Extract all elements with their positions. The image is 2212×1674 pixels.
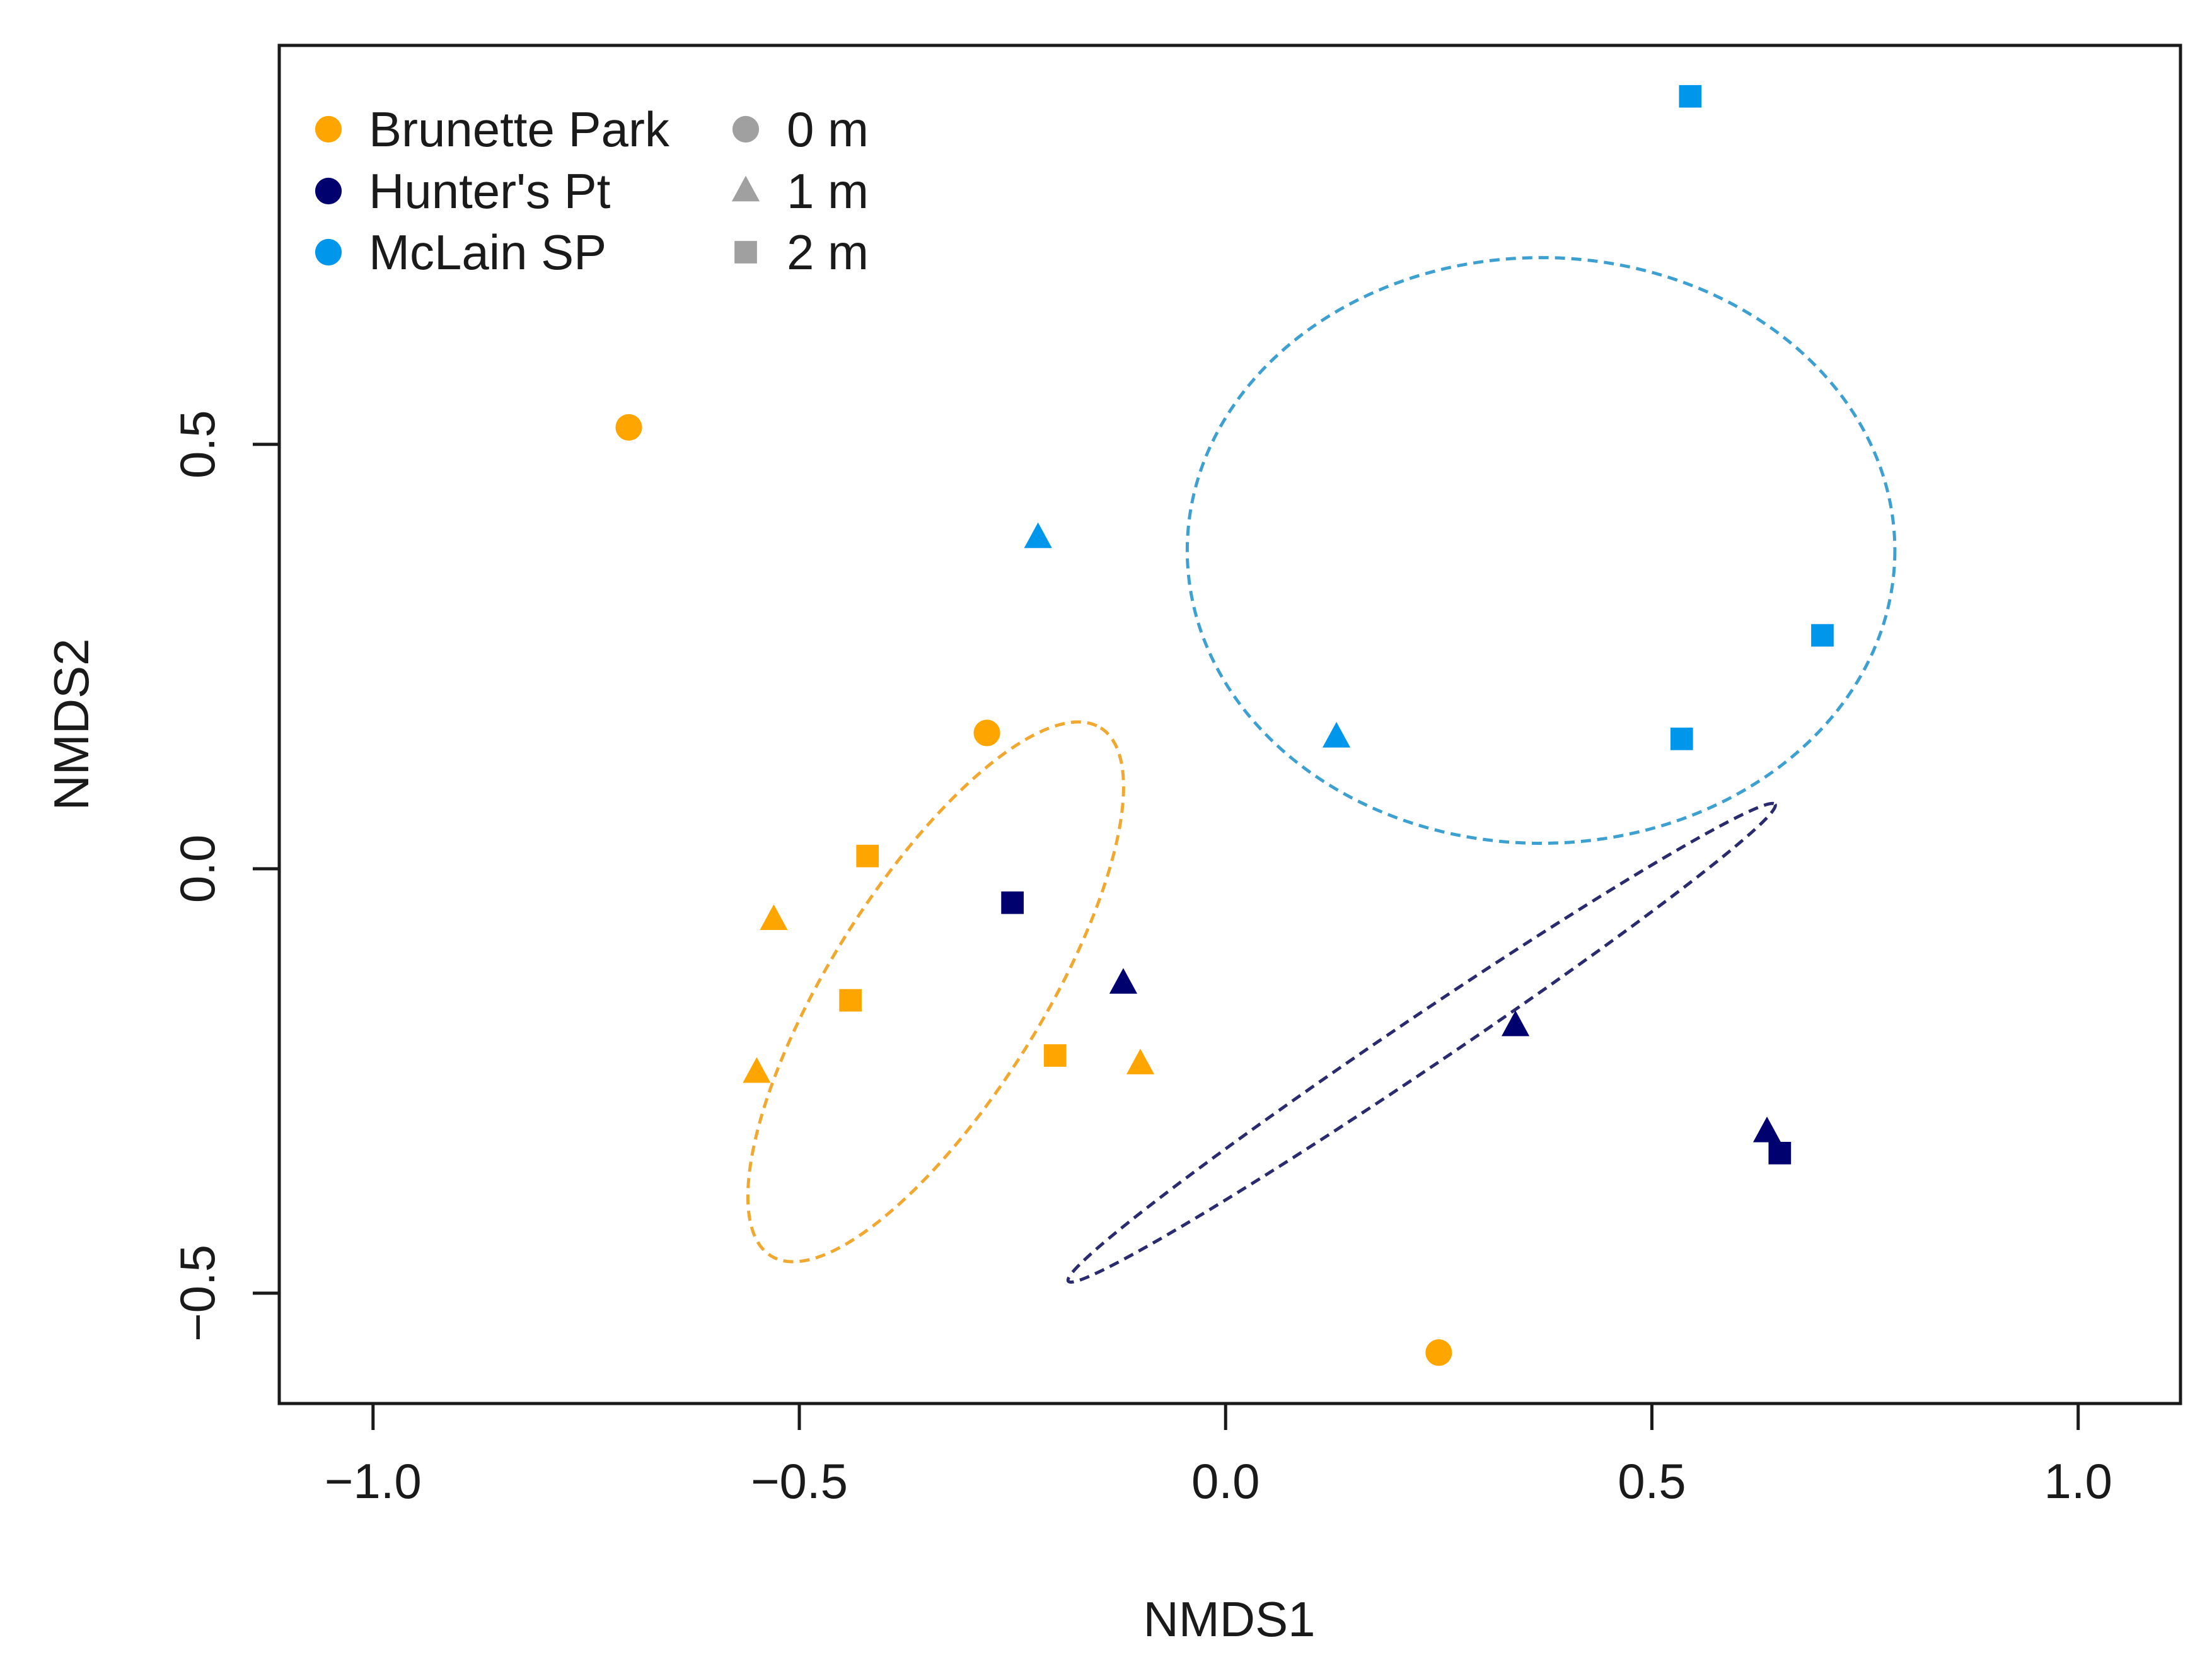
x-tick-label: 0.5 [1618, 1453, 1686, 1509]
point-hunter-s-pt-1-m-2 [1752, 1116, 1781, 1142]
ellipse-mclain-sp [1185, 256, 1897, 845]
point-hunter-s-pt-2-m-3 [1001, 891, 1024, 914]
point-hunter-s-pt-1-m-1 [1501, 1010, 1530, 1037]
point-brunette-park-1-m-5 [1126, 1049, 1155, 1074]
point-brunette-park-2-m-7 [839, 989, 862, 1012]
legend-marker-0-m [732, 115, 760, 143]
ellipse-layer [746, 256, 1897, 1284]
point-brunette-park-2-m-6 [856, 844, 879, 868]
x-tick-label: 1.0 [2044, 1453, 2112, 1509]
point-hunter-s-pt-1-m-0 [1109, 968, 1138, 994]
point-brunette-park-0-m-1 [973, 719, 1000, 747]
legend-label-1-m: 1 m [787, 163, 869, 219]
legend-marker-mclain-sp [315, 238, 342, 266]
point-mclain-sp-2-m-3 [1811, 624, 1834, 647]
legend-label-0-m: 0 m [787, 102, 869, 157]
legend-marker-brunette-park [315, 115, 342, 143]
point-brunette-park-0-m-0 [615, 414, 642, 441]
point-brunette-park-1-m-3 [760, 904, 788, 931]
point-brunette-park-2-m-8 [1043, 1044, 1067, 1067]
point-brunette-park-0-m-2 [1425, 1339, 1452, 1366]
x-tick-label: 0.0 [1191, 1453, 1259, 1509]
x-axis-title: NMDS1 [1143, 1591, 1315, 1647]
legend-marker-1-m [731, 175, 760, 202]
legend-label-2-m: 2 m [787, 224, 869, 280]
legend-marker-2-m [734, 241, 757, 264]
ellipse-brunette-park [746, 720, 1125, 1264]
point-mclain-sp-2-m-4 [1670, 728, 1693, 750]
y-axis-title: NMDS2 [43, 638, 99, 810]
point-hunter-s-pt-2-m-4 [1768, 1142, 1792, 1165]
ellipse-hunter-s-pt [1066, 801, 1777, 1284]
point-mclain-sp-1-m-1 [1322, 721, 1351, 748]
x-tick-label: −0.5 [751, 1453, 848, 1509]
legend-marker-hunter-s-pt [315, 177, 342, 205]
point-mclain-sp-2-m-2 [1679, 84, 1702, 108]
point-layer [615, 84, 1834, 1366]
point-mclain-sp-1-m-0 [1024, 522, 1052, 549]
y-tick-label: 0.0 [170, 835, 225, 903]
legend-label-mclain-sp: McLain SP [369, 224, 606, 280]
axis-layer: −1.0 −0.5 0.0 0.5 1.0 −0.5 0.0 0.5 [170, 410, 2112, 1509]
point-brunette-park-1-m-4 [743, 1057, 771, 1083]
plot-frame [277, 44, 2182, 1405]
legend-label-brunette-park: Brunette Park [369, 102, 670, 157]
y-tick-label: 0.5 [170, 410, 225, 479]
legend-label-hunter-s-pt: Hunter's Pt [369, 163, 611, 219]
y-tick-label: −0.5 [170, 1245, 225, 1342]
x-tick-label: −1.0 [325, 1453, 422, 1509]
